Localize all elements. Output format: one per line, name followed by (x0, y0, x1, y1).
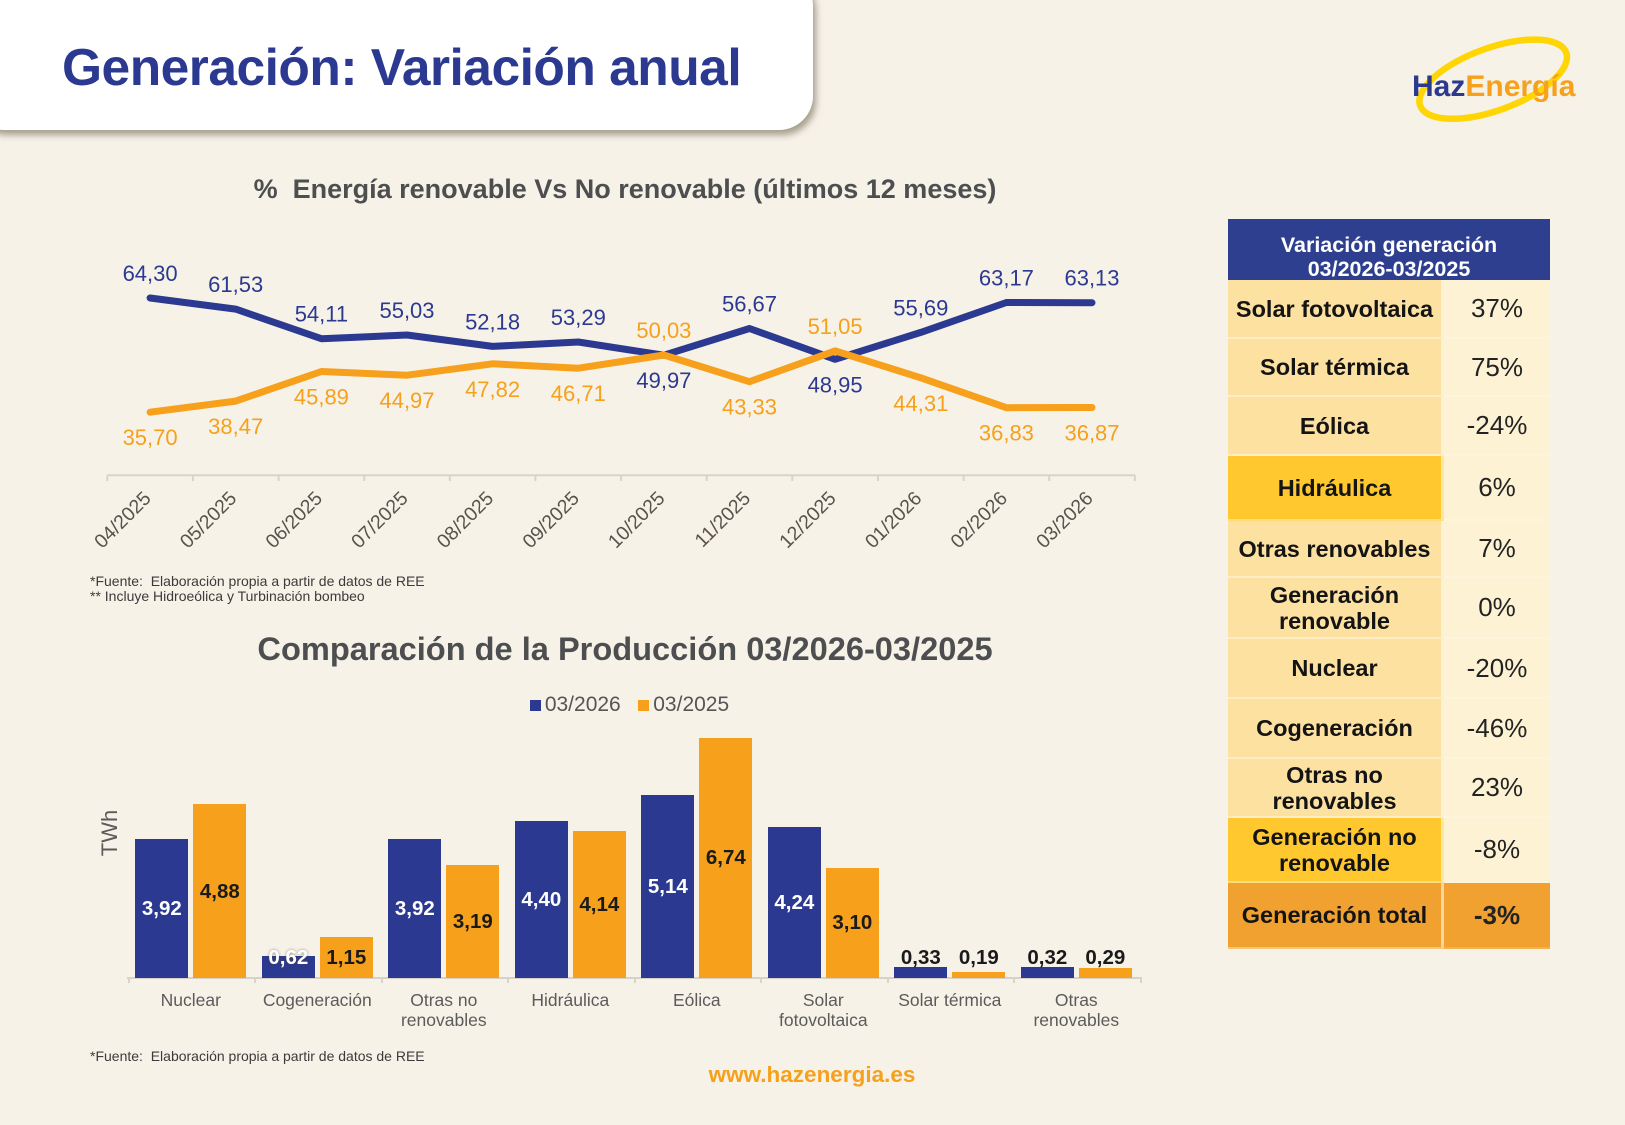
svg-text:44,31: 44,31 (893, 391, 948, 416)
svg-text:52,18: 52,18 (465, 309, 520, 334)
svg-text:53,29: 53,29 (551, 305, 606, 330)
svg-text:10/2025: 10/2025 (604, 487, 670, 553)
svg-text:04/2025: 04/2025 (90, 487, 156, 553)
svg-text:51,05: 51,05 (808, 314, 863, 339)
svg-text:05/2025: 05/2025 (176, 487, 242, 553)
svg-text:36,83: 36,83 (979, 421, 1034, 446)
svg-text:03/2026: 03/2026 (1032, 487, 1097, 552)
svg-text:49,97: 49,97 (636, 368, 691, 393)
svg-text:09/2025: 09/2025 (518, 487, 584, 553)
svg-text:47,82: 47,82 (465, 377, 520, 402)
svg-text:HazEnergía: HazEnergía (1412, 70, 1576, 103)
svg-text:07/2025: 07/2025 (347, 487, 413, 553)
svg-text:38,47: 38,47 (208, 414, 263, 439)
svg-text:50,03: 50,03 (636, 318, 691, 343)
svg-text:43,33: 43,33 (722, 395, 777, 420)
svg-text:44,97: 44,97 (379, 388, 434, 413)
svg-text:56,67: 56,67 (722, 292, 777, 317)
svg-text:08/2025: 08/2025 (433, 487, 499, 553)
svg-text:02/2026: 02/2026 (947, 487, 1012, 552)
svg-text:35,70: 35,70 (123, 425, 178, 450)
svg-text:36,87: 36,87 (1064, 421, 1119, 446)
svg-text:48,95: 48,95 (808, 372, 863, 397)
svg-text:55,03: 55,03 (379, 298, 434, 323)
svg-text:45,89: 45,89 (294, 385, 349, 410)
svg-text:63,17: 63,17 (979, 266, 1034, 291)
svg-text:01/2026: 01/2026 (861, 487, 926, 552)
svg-text:12/2025: 12/2025 (775, 487, 841, 553)
svg-text:64,30: 64,30 (123, 261, 178, 286)
svg-text:63,13: 63,13 (1064, 266, 1119, 291)
svg-text:06/2025: 06/2025 (262, 487, 328, 553)
svg-text:61,53: 61,53 (208, 272, 263, 297)
svg-text:55,69: 55,69 (893, 295, 948, 320)
svg-text:54,11: 54,11 (295, 302, 348, 327)
svg-text:11/2025: 11/2025 (691, 487, 755, 551)
svg-text:46,71: 46,71 (551, 381, 606, 406)
